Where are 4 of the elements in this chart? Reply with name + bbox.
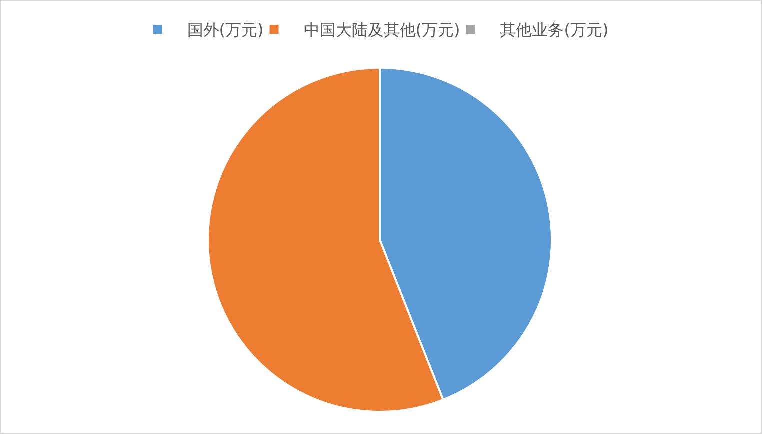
legend: 国外(万元) 中国大陆及其他(万元) 其他业务(万元) — [153, 20, 609, 40]
legend-label: 国外(万元) — [187, 20, 264, 40]
legend-label: 中国大陆及其他(万元) — [304, 20, 460, 40]
legend-label: 其他业务(万元) — [500, 20, 609, 40]
